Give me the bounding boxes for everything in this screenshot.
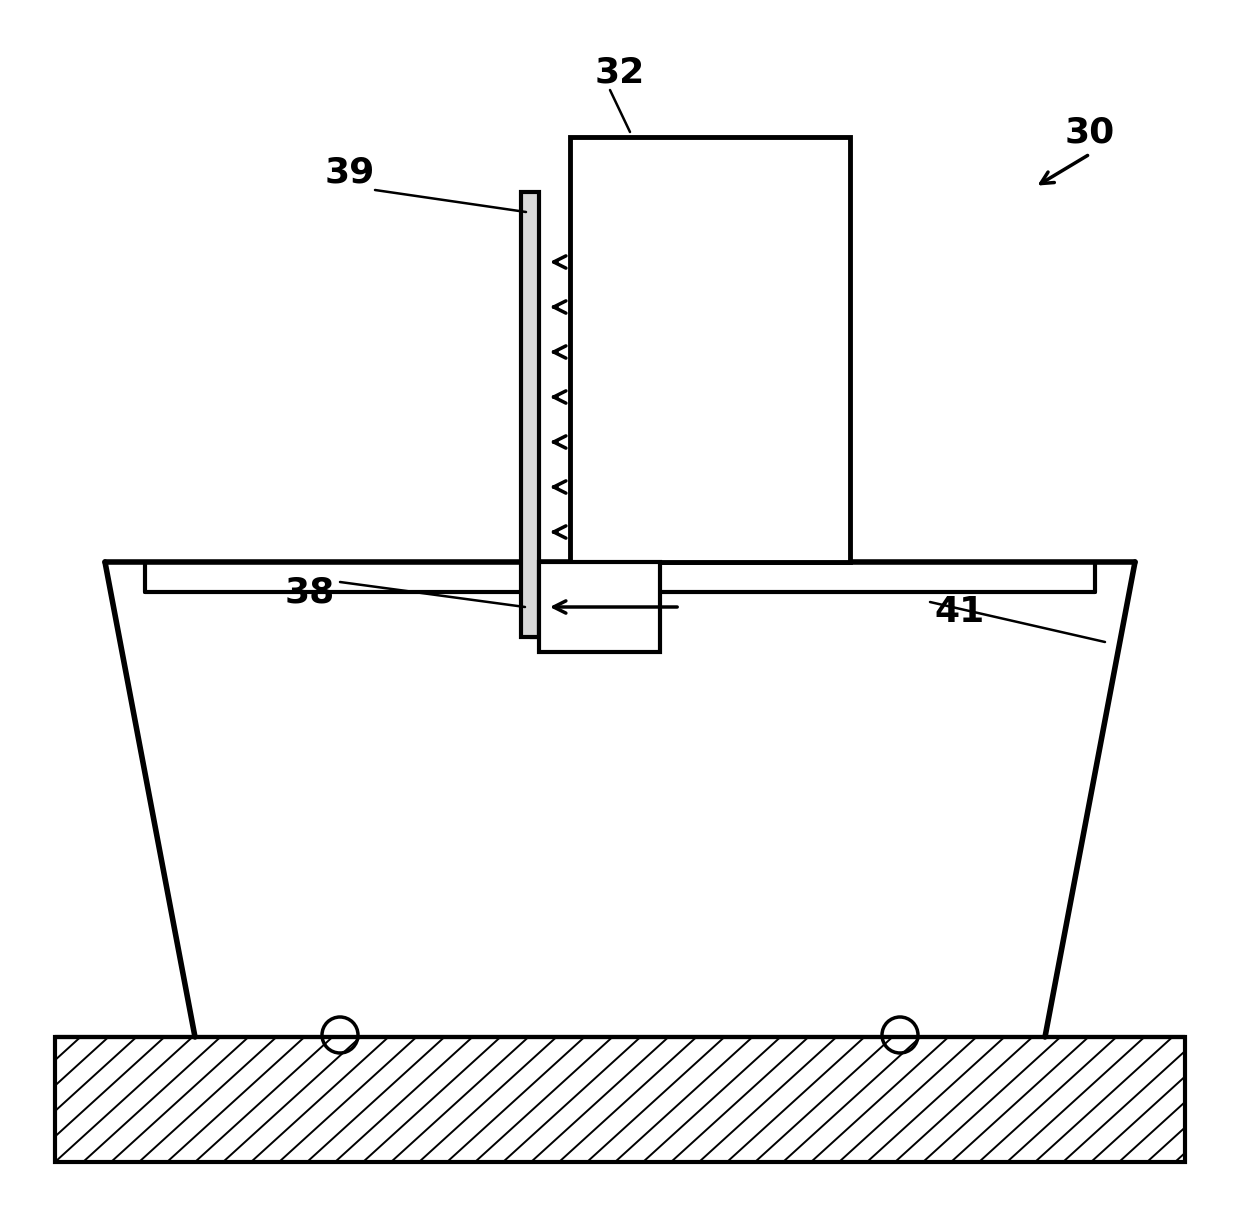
Bar [539, 562, 660, 652]
Bar [521, 192, 539, 637]
Text: 30: 30 [1065, 115, 1115, 149]
Text: 39: 39 [325, 155, 376, 188]
Text: 38: 38 [285, 575, 335, 609]
Bar [570, 137, 849, 562]
Bar [55, 1037, 1185, 1162]
Text: 41: 41 [935, 595, 985, 630]
Text: 32: 32 [595, 55, 645, 89]
